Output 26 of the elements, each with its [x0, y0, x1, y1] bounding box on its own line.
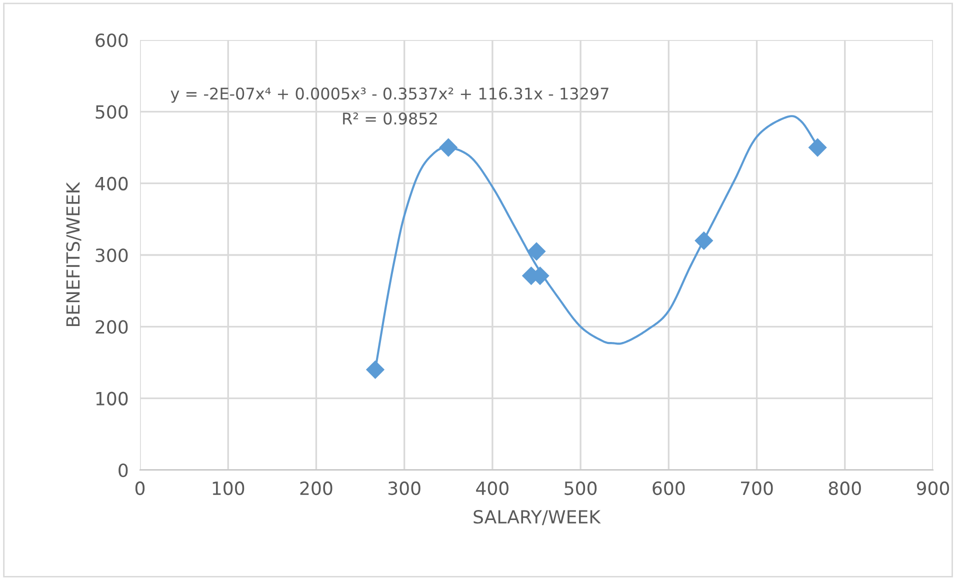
y-tick-label: 100 [96, 392, 128, 406]
y-axis-title: BENEFITS/WEEK [66, 182, 82, 326]
x-tick-label: 100 [212, 481, 244, 496]
point [808, 138, 827, 157]
x-tick-label: 0 [135, 481, 145, 496]
x-tick-label: 500 [564, 481, 597, 496]
y-tick-label: 300 [96, 248, 128, 262]
point [527, 242, 546, 261]
x-tick-label: 900 [916, 481, 950, 496]
y-tick-label: 500 [96, 105, 128, 119]
y-tick-label: 0 [118, 463, 128, 478]
y-tick-label: 200 [96, 320, 128, 334]
point [439, 138, 458, 157]
x-axis-title: SALARY/WEEK [474, 510, 601, 526]
x-tick-label: 700 [741, 481, 773, 496]
x-tick-label: 400 [476, 481, 508, 496]
x-tick-label: 300 [388, 481, 420, 496]
y-tick-label: 400 [95, 176, 128, 190]
point [366, 360, 385, 379]
x-tick-label: 200 [300, 481, 332, 496]
annotation: R² = 0.9852 [343, 112, 437, 125]
x-tick-label: 800 [828, 481, 861, 496]
y-tick-label: 600 [96, 33, 128, 48]
x-tick-label: 600 [652, 481, 685, 496]
annotation: y = -2E-07x⁴ + 0.0005x³ - 0.3537x² + 116.31x - 13297 [170, 88, 608, 103]
point [694, 231, 714, 250]
